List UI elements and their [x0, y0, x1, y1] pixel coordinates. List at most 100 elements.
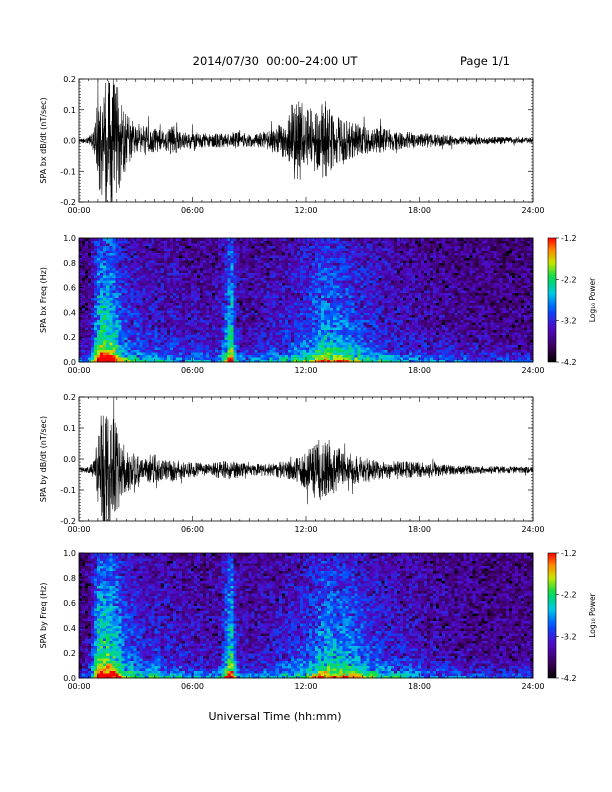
heatmap-cell [227, 307, 230, 310]
heatmap-cell [342, 317, 345, 320]
heatmap-cell [85, 352, 88, 355]
heatmap-cell [306, 300, 309, 303]
heatmap-cell [242, 248, 245, 251]
heatmap-cell [318, 273, 321, 276]
heatmap-cell [330, 302, 333, 305]
heatmap-cell [364, 268, 367, 271]
heatmap-cell [161, 243, 164, 246]
heatmap-cell [106, 357, 109, 360]
heatmap-cell [276, 283, 279, 286]
heatmap-cell [118, 255, 121, 258]
heatmap-cell [130, 260, 133, 263]
heatmap-cell [185, 305, 188, 308]
heatmap-cell [164, 337, 167, 340]
heatmap-cell [106, 330, 109, 333]
heatmap-cell [282, 263, 285, 266]
heatmap-cell [333, 250, 336, 253]
heatmap-cell [158, 298, 161, 301]
heatmap-cell [124, 327, 127, 330]
heatmap-cell [109, 355, 112, 358]
heatmap-cell [224, 302, 227, 305]
heatmap-cell [118, 305, 121, 308]
heatmap-cell [354, 265, 357, 268]
heatmap-cell [133, 352, 136, 355]
heatmap-cell [127, 275, 130, 278]
heatmap-cell [239, 305, 242, 308]
heatmap-cell [103, 248, 106, 251]
heatmap-cell [300, 307, 303, 310]
heatmap-cell [351, 285, 354, 288]
heatmap-cell [143, 315, 146, 318]
heatmap-cell [197, 310, 200, 313]
heatmap-cell [103, 268, 106, 271]
heatmap-cell [261, 335, 264, 338]
heatmap-cell [170, 357, 173, 360]
heatmap-cell [94, 330, 97, 333]
heatmap-cell [203, 317, 206, 320]
heatmap-cell [364, 335, 367, 338]
heatmap-cell [233, 283, 236, 286]
heatmap-cell [209, 280, 212, 283]
heatmap-cell [230, 337, 233, 340]
heatmap-cell [276, 317, 279, 320]
heatmap-cell [330, 253, 333, 256]
heatmap-cell [197, 345, 200, 348]
heatmap-cell [285, 315, 288, 318]
heatmap-cell [94, 307, 97, 310]
heatmap-cell [294, 280, 297, 283]
heatmap-cell [291, 250, 294, 253]
heatmap-cell [315, 325, 318, 328]
heatmap-cell [191, 275, 194, 278]
heatmap-cell [261, 345, 264, 348]
heatmap-cell [155, 293, 158, 296]
heatmap-cell [161, 335, 164, 338]
heatmap-cell [158, 288, 161, 291]
heatmap-cell [285, 355, 288, 358]
heatmap-cell [294, 355, 297, 358]
heatmap-cell [127, 258, 130, 261]
heatmap-cell [312, 307, 315, 310]
heatmap-cell [146, 295, 149, 298]
heatmap-cell [182, 298, 185, 301]
heatmap-cell [321, 322, 324, 325]
heatmap-cell [82, 325, 85, 328]
heatmap-cell [239, 327, 242, 330]
heatmap-cell [267, 250, 270, 253]
heatmap-cell [191, 270, 194, 273]
heatmap-cell [200, 305, 203, 308]
heatmap-cell [97, 263, 100, 266]
heatmap-cell [206, 325, 209, 328]
heatmap-cell [285, 285, 288, 288]
heatmap-cell [330, 357, 333, 360]
heatmap-cell [339, 312, 342, 315]
heatmap-cell [179, 332, 182, 335]
heatmap-cell [233, 340, 236, 343]
heatmap-cell [233, 320, 236, 323]
heatmap-cell [185, 278, 188, 281]
heatmap-cell [94, 332, 97, 335]
heatmap-cell [197, 315, 200, 318]
heatmap-cell [191, 295, 194, 298]
heatmap-cell [357, 250, 360, 253]
heatmap-cell [221, 337, 224, 340]
heatmap-cell [112, 293, 115, 296]
heatmap-cell [146, 255, 149, 258]
heatmap-cell [133, 340, 136, 343]
heatmap-cell [203, 280, 206, 283]
heatmap-cell [348, 335, 351, 338]
heatmap-cell [118, 352, 121, 355]
heatmap-cell [146, 315, 149, 318]
heatmap-cell [303, 310, 306, 313]
heatmap-cell [282, 243, 285, 246]
heatmap-cell [200, 355, 203, 358]
heatmap-cell [339, 298, 342, 301]
heatmap-cell [345, 253, 348, 256]
heatmap-cell [342, 288, 345, 291]
heatmap-cell [248, 355, 251, 358]
heatmap-cell [97, 345, 100, 348]
heatmap-cell [351, 258, 354, 261]
heatmap-cell [354, 243, 357, 246]
heatmap-cell [106, 275, 109, 278]
heatmap-cell [318, 330, 321, 333]
heatmap-cell [143, 307, 146, 310]
